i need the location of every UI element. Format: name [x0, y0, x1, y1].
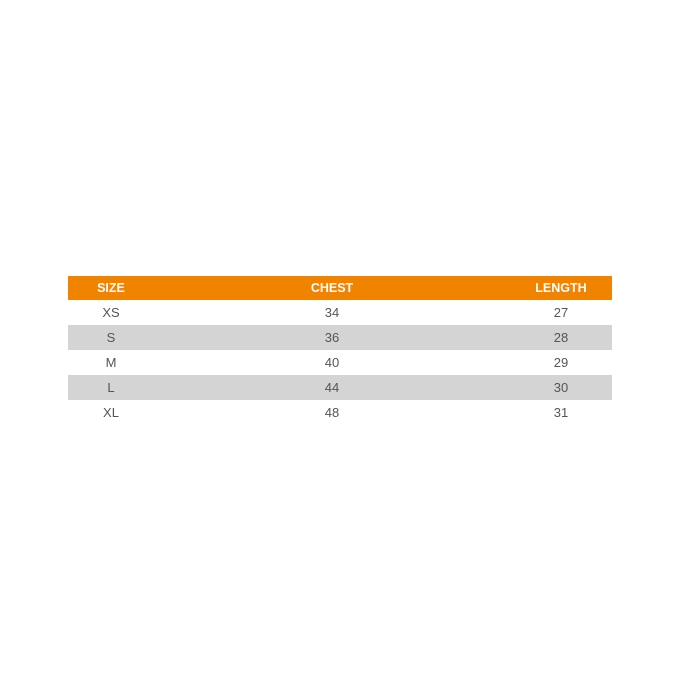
header-length: LENGTH	[535, 281, 587, 295]
cell-length: 31	[553, 405, 569, 420]
cell-length: 27	[553, 305, 569, 320]
cell-chest: 44	[324, 380, 340, 395]
cell-size: XS	[102, 305, 120, 320]
header-chest: CHEST	[310, 281, 354, 295]
cell-size: M	[105, 355, 117, 370]
size-chart-table: SIZE CHEST LENGTH XS 34 27 S 36 28 M 40 …	[68, 276, 612, 425]
cell-size: XL	[103, 405, 119, 420]
cell-chest: 48	[324, 405, 340, 420]
cell-length: 29	[553, 355, 569, 370]
table-header: SIZE CHEST LENGTH	[68, 276, 612, 300]
cell-chest: 40	[324, 355, 340, 370]
table-row: M 40 29	[68, 350, 612, 375]
cell-length: 28	[553, 330, 569, 345]
table-row: XS 34 27	[68, 300, 612, 325]
cell-chest: 34	[324, 305, 340, 320]
cell-size: L	[107, 380, 115, 395]
table-row: L 44 30	[68, 375, 612, 400]
table-row: S 36 28	[68, 325, 612, 350]
cell-chest: 36	[324, 330, 340, 345]
table-row: XL 48 31	[68, 400, 612, 425]
header-size: SIZE	[97, 281, 125, 295]
cell-size: S	[106, 330, 116, 345]
cell-length: 30	[553, 380, 569, 395]
